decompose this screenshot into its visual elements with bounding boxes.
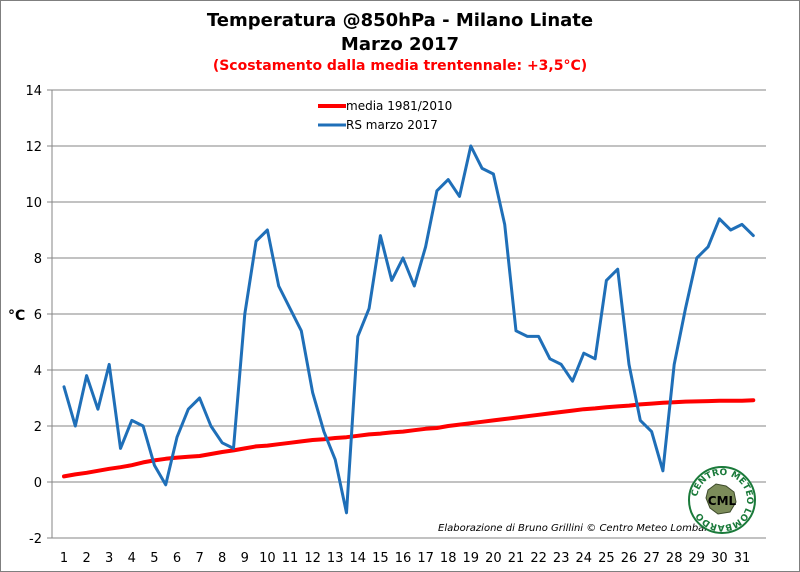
series-line-rs xyxy=(62,144,755,515)
x-tick-label: 29 xyxy=(689,551,706,566)
x-tick-label: 21 xyxy=(508,551,525,566)
x-tick-label: 31 xyxy=(734,551,751,566)
x-tick-label: 13 xyxy=(327,551,344,566)
x-tick-label: 20 xyxy=(485,551,502,566)
y-tick-label: 10 xyxy=(25,196,42,211)
x-tick-label: 2 xyxy=(82,551,90,566)
lombardy-map-icon xyxy=(705,483,737,515)
x-tick-label: 11 xyxy=(282,551,299,566)
chart-subtitle: (Scostamento dalla media trentennale: +3… xyxy=(212,58,588,74)
series-line-media xyxy=(62,398,756,479)
y-tick-label: 0 xyxy=(34,476,42,491)
x-tick-label: 16 xyxy=(395,551,412,566)
y-tick-label: 12 xyxy=(25,140,42,155)
logo-center-text: CML xyxy=(708,494,737,508)
chart-title-month: Marzo 2017 xyxy=(340,34,460,55)
x-tick-label: 5 xyxy=(150,551,158,566)
x-tick-label: 24 xyxy=(576,551,593,566)
chart-title: Temperatura @850hPa - Milano Linate xyxy=(206,10,594,31)
x-tick-label: 12 xyxy=(304,551,321,566)
axes xyxy=(47,89,766,539)
series-lines xyxy=(62,144,756,515)
x-tick-label: 17 xyxy=(417,551,434,566)
x-tick-label: 22 xyxy=(530,551,547,566)
x-tick-label: 10 xyxy=(259,551,276,566)
y-tick-label: 14 xyxy=(25,84,42,99)
x-tick-label: 6 xyxy=(173,551,181,566)
legend: media 1981/2010 RS marzo 2017 xyxy=(318,99,452,132)
y-tick-label: 2 xyxy=(34,420,42,435)
credit-text: Elaborazione di Bruno Grillini © Centro … xyxy=(438,523,721,534)
x-tick-label: 7 xyxy=(195,551,203,566)
y-tick-label: -2 xyxy=(29,532,42,547)
x-tick-label: 28 xyxy=(666,551,683,566)
y-tick-label: 4 xyxy=(34,364,42,379)
y-tick-label: 6 xyxy=(34,308,42,323)
x-tick-label: 25 xyxy=(598,551,615,566)
x-tick-label: 27 xyxy=(643,551,660,566)
x-tick-label: 23 xyxy=(553,551,570,566)
cml-logo: CENTRO METEO LOMBARDO CML xyxy=(688,466,756,534)
legend-label-rs: RS marzo 2017 xyxy=(346,118,438,132)
x-tick-label: 26 xyxy=(621,551,638,566)
x-tick-label: 3 xyxy=(105,551,113,566)
legend-label-media: media 1981/2010 xyxy=(346,99,452,113)
x-tick-label: 19 xyxy=(463,551,480,566)
x-tick-label: 8 xyxy=(218,551,226,566)
x-tick-labels: 1 2 3 4 5 6 7 8 9 10 11 12 13 14 15 16 17 18 19 20 21 22 23 24 2… xyxy=(60,551,750,566)
x-tick-label: 14 xyxy=(350,551,367,566)
x-tick-label: 18 xyxy=(440,551,457,566)
y-axis-label: °C xyxy=(8,308,25,324)
x-tick-label: 1 xyxy=(60,551,68,566)
x-tick-label: 9 xyxy=(241,551,249,566)
x-tick-label: 15 xyxy=(372,551,389,566)
x-tick-label: 30 xyxy=(711,551,728,566)
y-tick-label: 8 xyxy=(34,252,42,267)
y-tick-labels: -2 0 2 4 6 8 10 12 14 xyxy=(25,84,42,547)
x-tick-label: 4 xyxy=(128,551,136,566)
